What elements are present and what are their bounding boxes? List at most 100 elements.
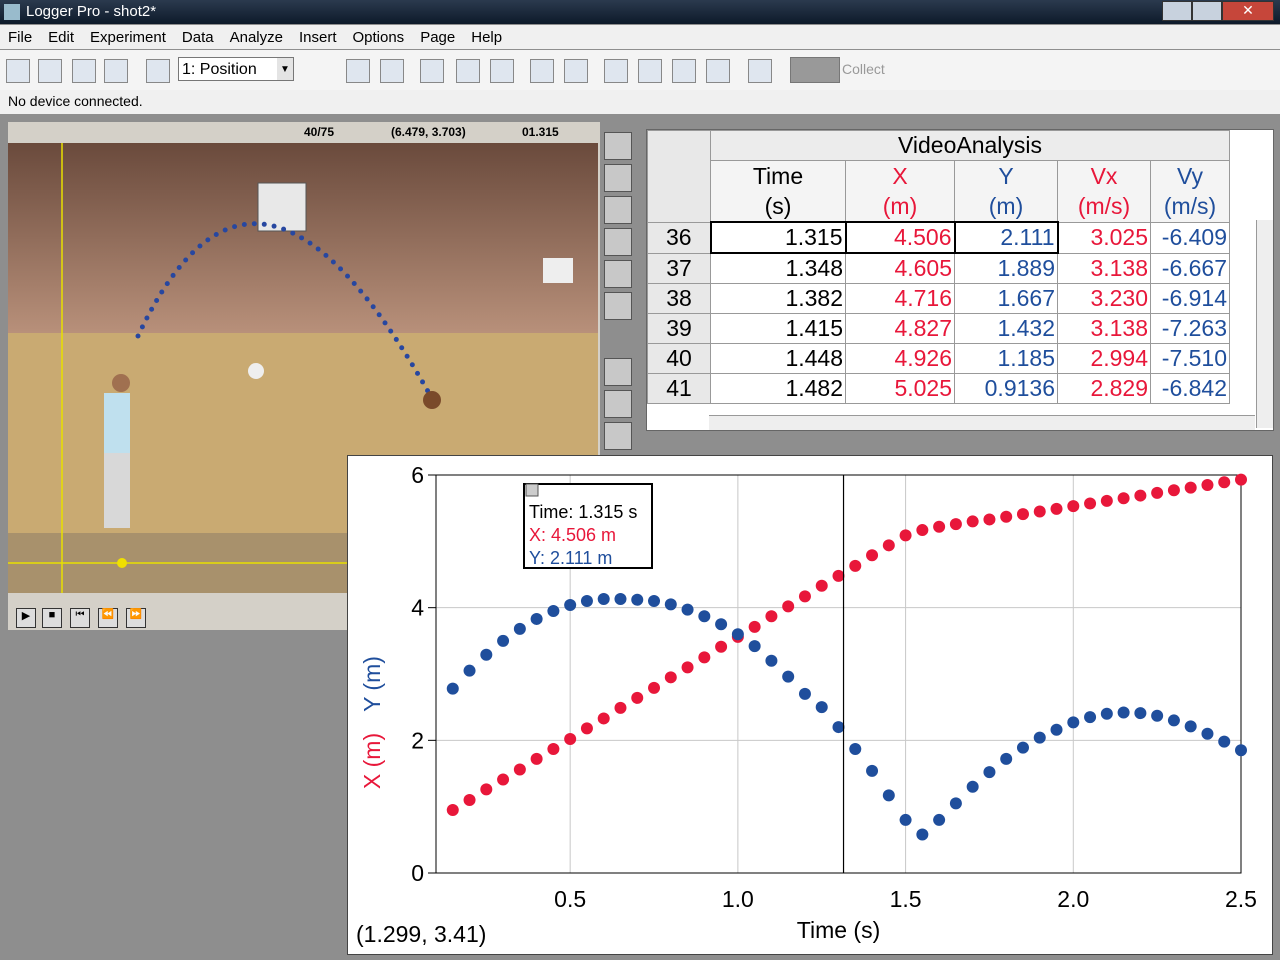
table-cell: 3.138 xyxy=(1057,313,1151,344)
data-point xyxy=(530,612,543,625)
app-icon xyxy=(4,4,20,20)
play-button[interactable]: ▶ xyxy=(16,608,36,628)
toolbar-button[interactable] xyxy=(38,59,62,83)
forward-button[interactable]: ⏩ xyxy=(126,608,146,628)
menu-item[interactable]: Help xyxy=(471,29,503,46)
toolbar-button[interactable] xyxy=(748,59,772,83)
collect-icon[interactable] xyxy=(790,57,840,83)
data-point xyxy=(564,599,577,612)
data-point xyxy=(1084,711,1097,724)
toolbar-button[interactable] xyxy=(456,59,480,83)
table-title: VideoAnalysis xyxy=(710,130,1230,161)
toolbar-button[interactable] xyxy=(706,59,730,83)
table-cell: 3.230 xyxy=(1057,283,1151,314)
tool-button[interactable] xyxy=(604,358,632,386)
data-point xyxy=(731,628,744,641)
data-point xyxy=(832,569,845,582)
data-point xyxy=(1100,494,1113,507)
maximize-button[interactable] xyxy=(1192,1,1222,21)
data-point xyxy=(798,687,811,700)
sensor-dropdown[interactable]: 1: Position ▼ xyxy=(178,57,294,81)
toolbar-button[interactable] xyxy=(346,59,370,83)
toolbar-button[interactable] xyxy=(564,59,588,83)
data-point xyxy=(983,766,996,779)
table-row: 41 1.482 5.025 0.9136 2.829 -6.842 xyxy=(647,373,1230,404)
toolbar-button[interactable] xyxy=(604,59,628,83)
y-tick-label: 0 xyxy=(411,860,424,886)
table-cell: -6.842 xyxy=(1150,373,1230,404)
tool-button[interactable] xyxy=(604,390,632,418)
menu-item[interactable]: Experiment xyxy=(90,29,166,46)
toolbar-button[interactable] xyxy=(146,59,170,83)
column-header: Vx (m/s) xyxy=(1057,160,1151,223)
toolbar-button[interactable] xyxy=(380,59,404,83)
data-point xyxy=(463,794,476,807)
table-cell: 4.926 xyxy=(845,343,955,374)
minimize-button[interactable] xyxy=(1162,1,1192,21)
collect-button[interactable]: Collect xyxy=(842,61,885,77)
data-point xyxy=(497,773,510,786)
data-point xyxy=(1134,707,1147,720)
data-point xyxy=(1000,510,1013,523)
tool-button[interactable] xyxy=(604,292,632,320)
column-name: Vy xyxy=(1177,163,1203,190)
menu-item[interactable]: Page xyxy=(420,29,456,46)
menu-item[interactable]: Analyze xyxy=(229,29,283,46)
data-point xyxy=(949,518,962,531)
data-point xyxy=(580,595,593,608)
data-point xyxy=(614,593,627,606)
column-unit: (s) xyxy=(764,193,792,219)
tool-button[interactable] xyxy=(604,164,632,192)
toolbar: 1: Position ▼ Collect xyxy=(0,50,1280,91)
data-point xyxy=(1235,744,1247,757)
status-bar: No device connected. xyxy=(0,90,1280,114)
menu-item[interactable]: Insert xyxy=(298,29,337,46)
menu-item[interactable]: Data xyxy=(181,29,214,46)
stop-button[interactable]: ■ xyxy=(42,608,62,628)
toolbar-button[interactable] xyxy=(104,59,128,83)
tool-button[interactable] xyxy=(604,132,632,160)
menu-item[interactable]: Options xyxy=(352,29,405,46)
data-point xyxy=(1033,731,1046,744)
column-name: Vx xyxy=(1090,163,1118,190)
x-tick-label: 1.5 xyxy=(890,886,922,912)
column-unit: (m/s) xyxy=(1077,193,1131,220)
toolbar-button[interactable] xyxy=(6,59,30,83)
table-cell: 2.829 xyxy=(1057,373,1151,404)
close-button[interactable]: ✕ xyxy=(1222,1,1274,21)
horizontal-scrollbar[interactable] xyxy=(709,415,1255,430)
tool-button[interactable] xyxy=(604,228,632,256)
toolbar-button[interactable] xyxy=(530,59,554,83)
tool-button[interactable] xyxy=(604,422,632,450)
menu-item[interactable]: Edit xyxy=(48,29,75,46)
data-point xyxy=(782,600,795,613)
video-controls: ▶ ■ ⏮ ⏪ ⏩ xyxy=(16,608,156,628)
person-body xyxy=(104,393,130,453)
tool-button[interactable] xyxy=(604,196,632,224)
data-point xyxy=(916,524,929,537)
row-number: 36 xyxy=(647,221,711,254)
toolbar-button[interactable] xyxy=(672,59,696,83)
tooltip-box xyxy=(523,483,653,569)
toolbar-button[interactable] xyxy=(420,59,444,83)
toolbar-button[interactable] xyxy=(638,59,662,83)
x-tick-label: 0.5 xyxy=(554,886,586,912)
y-tick-label: 4 xyxy=(411,595,424,621)
table: VideoAnalysis Time (s) X (m) Y (m) Vx (m/s) Vy (m/… xyxy=(647,130,1230,404)
toolbar-button[interactable] xyxy=(490,59,514,83)
back-button[interactable]: ⏪ xyxy=(98,608,118,628)
tooltip-close[interactable] xyxy=(525,483,539,497)
data-point xyxy=(597,712,610,725)
toolbar-button[interactable] xyxy=(72,59,96,83)
first-frame-button[interactable]: ⏮ xyxy=(70,608,90,628)
x-axis-label: Time (s) xyxy=(797,917,880,943)
data-point xyxy=(1201,478,1214,491)
y-axis-label: X (m) xyxy=(359,733,385,789)
data-point xyxy=(698,651,711,664)
vertical-scrollbar[interactable] xyxy=(1256,220,1273,428)
menu-item[interactable]: File xyxy=(8,29,33,46)
data-point xyxy=(882,789,895,802)
data-point xyxy=(648,595,661,608)
data-point xyxy=(866,549,879,562)
tool-button[interactable] xyxy=(604,260,632,288)
